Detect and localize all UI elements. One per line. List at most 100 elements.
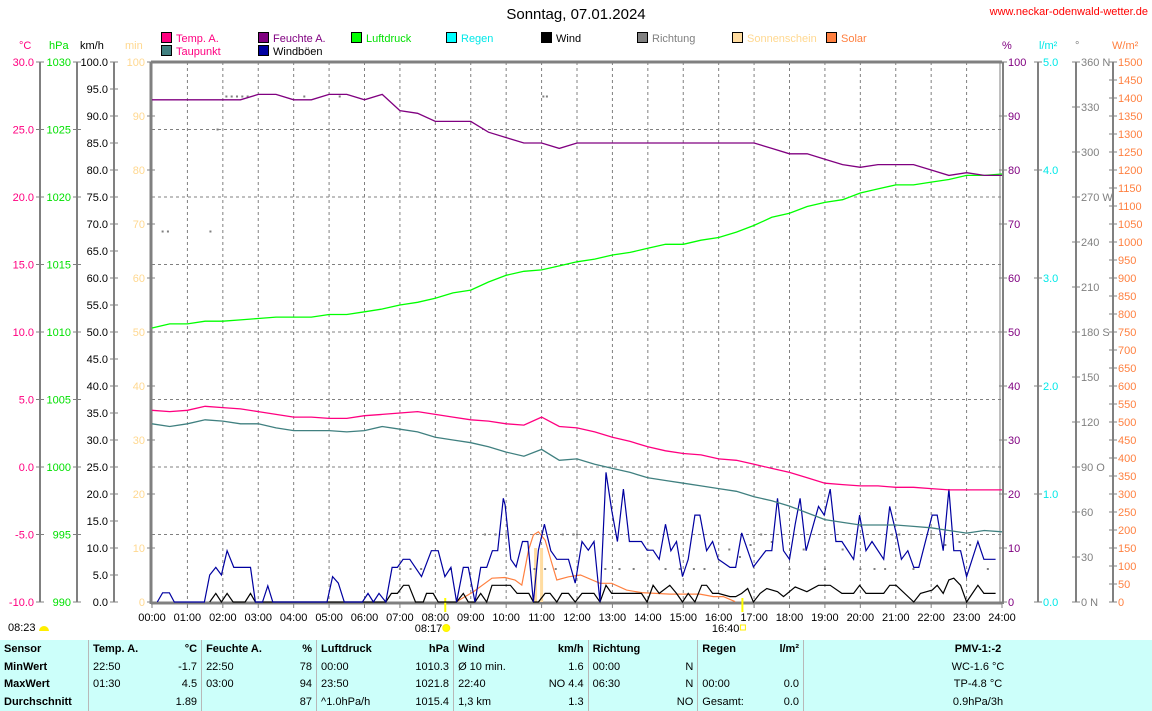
tick-label-wm2: 200 [1118,525,1136,537]
cell: WC-1.6 °C [803,657,1152,676]
cell: 00:00 [316,657,397,676]
row-label: Durchschnitt [4,696,72,709]
direction-point [303,95,306,98]
tick-label-kmh: 75.0 [87,192,108,204]
tick-label-min: 80 [133,165,145,177]
tick-label-temp: -10.0 [9,597,34,609]
tick-label-wm2: 1050 [1118,219,1142,231]
cell [765,658,803,676]
legend-swatch-icon [258,32,269,43]
tick-label-temp: -5.0 [15,530,34,542]
tick-label-wm2: 50 [1118,579,1130,591]
cell: 1.6 [568,660,584,673]
tick-label-wm2: 300 [1118,489,1136,501]
x-tick-label: 23:00 [953,612,981,624]
tick-label-pct: 70 [1008,219,1020,231]
cell: 22:50 [201,657,289,676]
cell: 1010.3 [415,660,450,673]
header-rain-unit: l/m² [779,642,799,655]
tick-label-wm2: 1300 [1118,129,1142,141]
direction-point [788,568,791,570]
tick-label-temp: 25.0 [13,125,34,137]
x-tick-label: 17:00 [740,612,768,624]
legend-swatch-icon [161,45,172,56]
tick-label-hpa: 990 [53,597,71,609]
legend-swatch-icon [637,32,648,43]
header-pmv: PMV-1:-2 [803,640,1152,658]
tick-label-pct: 0 [1008,597,1014,609]
tick-label-wm2: 150 [1118,543,1136,555]
series-temp-a- [151,405,1002,491]
page-title: Sonntag, 07.01.2024 [506,6,646,23]
unit-kmh: km/h [80,40,104,52]
unit-percent: % [1002,40,1012,52]
direction-point [572,533,575,536]
tick-label-wm2: 700 [1118,345,1136,357]
direction-point [561,533,564,536]
direction-point [884,568,887,570]
direction-point [420,568,423,570]
direction-point [728,548,731,551]
direction-point [166,230,169,233]
tick-label-kmh: 0.0 [93,597,108,609]
tick-label-hpa: 1000 [47,462,71,474]
tick-label-hpa: 1010 [47,327,71,339]
tick-label-hpa: 1005 [47,395,71,407]
x-tick-label: 24:00 [988,612,1016,624]
tick-label-deg: 300 [1081,147,1099,159]
tick-label-kmh: 20.0 [87,489,108,501]
legend-label: Richtung [652,33,696,45]
direction-point [161,230,164,233]
tick-label-pct: 20 [1008,489,1020,501]
cell: 00:00 [587,657,665,676]
x-tick-label: 13:00 [599,612,627,624]
tick-label-kmh: 95.0 [87,84,108,96]
direction-point [891,533,894,536]
tick-label-temp: 30.0 [13,57,34,69]
tick-label-wm2: 950 [1118,255,1136,267]
direction-point [678,568,681,570]
tick-label-deg: 330 [1081,102,1099,114]
x-tick-label: 01:00 [174,612,202,624]
tick-label-kmh: 5.0 [93,570,108,582]
legend-swatch-icon [258,45,269,56]
tick-label-kmh: 80.0 [87,165,108,177]
legend-gusts: Windböen [258,45,323,58]
tick-label-temp: 5.0 [19,395,34,407]
tick-label-kmh: 35.0 [87,408,108,420]
x-tick-label: 06:00 [351,612,379,624]
table-row: MaxWert 01:30 4.5 03:00 94 23:50 1021.8 … [0,675,1152,694]
tick-label-deg: 360 N [1081,57,1110,69]
direction-point [859,568,862,570]
x-tick-label: 10:00 [492,612,520,624]
legend-humidity: Feuchte A. [258,32,326,45]
header-temp-unit: °C [184,642,198,655]
cell [587,693,665,711]
site-url-link[interactable]: www.neckar-odenwald-wetter.de [989,6,1148,18]
legend-label: Taupunkt [176,46,221,58]
tick-label-hpa: 1020 [47,192,71,204]
direction-point [533,568,536,570]
series-windb-en [156,472,996,604]
direction-point [209,230,212,233]
x-tick-label: 18:00 [776,612,804,624]
x-tick-label: 09:00 [457,612,485,624]
tick-label-temp: 20.0 [13,192,34,204]
tick-label-pct: 80 [1008,165,1020,177]
tick-label-wm2: 250 [1118,507,1136,519]
legend-wind: Wind [541,32,581,45]
cell: 78 [299,660,313,673]
direction-point [409,568,412,570]
direction-point [618,568,621,570]
x-tick-label: 12:00 [563,612,591,624]
tick-label-wm2: 450 [1118,435,1136,447]
tick-label-pct: 30 [1008,435,1020,447]
tick-label-deg: 90 O [1081,462,1105,474]
direction-point [692,568,695,570]
tick-label-deg: 0 N [1081,597,1098,609]
direction-point [632,568,635,570]
legend-label: Sonnenschein [747,33,817,45]
direction-point [505,533,508,536]
direction-point [841,548,844,551]
direction-point [898,533,901,536]
